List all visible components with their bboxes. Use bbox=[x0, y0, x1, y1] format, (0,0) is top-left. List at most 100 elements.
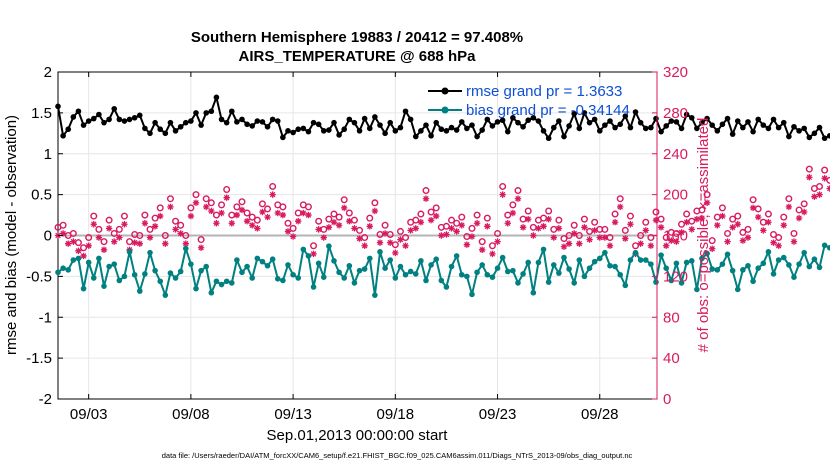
rmse-point bbox=[474, 133, 480, 140]
x-tick-label: 09/18 bbox=[377, 406, 415, 423]
legend-bias-marker bbox=[441, 106, 449, 114]
rmse-point bbox=[489, 123, 496, 129]
rmse-point bbox=[428, 132, 434, 139]
obs-assimilated-marker bbox=[366, 223, 373, 230]
obs-possible-marker bbox=[177, 221, 185, 229]
bias-point bbox=[310, 284, 317, 290]
rmse-point bbox=[612, 124, 618, 131]
rmse-point bbox=[218, 116, 225, 123]
obs-possible-marker bbox=[601, 225, 609, 233]
bias-point bbox=[786, 262, 792, 268]
obs-possible-marker bbox=[422, 187, 430, 195]
obs-assimilated-marker bbox=[708, 245, 716, 252]
obs-possible-marker bbox=[146, 225, 154, 233]
obs-possible-marker bbox=[611, 210, 619, 218]
obs-possible-marker bbox=[647, 234, 655, 242]
bias-point bbox=[147, 249, 153, 256]
rmse-point bbox=[648, 124, 654, 131]
obs-assimilated-marker bbox=[627, 221, 634, 228]
obs-assimilated-marker bbox=[785, 203, 793, 211]
bias-point bbox=[780, 254, 787, 261]
rmse-point bbox=[249, 123, 256, 129]
y-axis-label-right: # of obs: o=possible; ×=assimilated bbox=[695, 118, 712, 353]
obs-assimilated-marker bbox=[555, 225, 563, 232]
rmse-point bbox=[244, 121, 250, 128]
obs-assimilated-marker bbox=[376, 239, 384, 246]
bias-point bbox=[653, 279, 659, 285]
rmse-point bbox=[688, 114, 695, 121]
bias-point bbox=[494, 265, 501, 272]
obs-assimilated-marker bbox=[100, 246, 108, 254]
obs-possible-marker bbox=[330, 210, 338, 218]
obs-assimilated-marker bbox=[310, 250, 317, 258]
bias-point bbox=[182, 245, 189, 252]
bias-point bbox=[750, 278, 756, 285]
bias-point bbox=[801, 249, 807, 256]
bias-point bbox=[489, 274, 496, 280]
obs-possible-marker bbox=[448, 216, 456, 224]
obs-possible-marker bbox=[376, 230, 384, 238]
bias-point bbox=[433, 256, 440, 263]
obs-assimilated-marker bbox=[315, 226, 322, 233]
rmse-point bbox=[336, 132, 342, 138]
obs-possible-marker bbox=[304, 203, 312, 211]
obs-assimilated-marker bbox=[141, 220, 149, 227]
bias-point bbox=[172, 275, 179, 281]
obs-possible-marker bbox=[749, 196, 757, 204]
bias-point bbox=[729, 267, 736, 274]
bias-point bbox=[101, 283, 107, 289]
rmse-point bbox=[412, 133, 419, 140]
rmse-point bbox=[387, 119, 394, 126]
rmse-point bbox=[372, 114, 378, 120]
obs-possible-marker bbox=[166, 195, 174, 203]
bias-point bbox=[791, 274, 797, 280]
obs-assimilated-marker bbox=[392, 249, 399, 257]
obs-possible-marker bbox=[816, 182, 824, 190]
bias-point bbox=[106, 263, 112, 270]
obs-possible-marker bbox=[243, 209, 251, 217]
bias-point bbox=[806, 263, 813, 270]
obs-assimilated-marker bbox=[284, 228, 292, 235]
rmse-point bbox=[188, 118, 194, 124]
bias-point bbox=[602, 249, 608, 256]
bias-point bbox=[326, 243, 332, 249]
obs-assimilated-marker bbox=[65, 240, 72, 247]
obs-possible-marker bbox=[560, 235, 568, 243]
obs-possible-marker bbox=[95, 225, 103, 233]
obs-possible-marker bbox=[366, 214, 374, 222]
obs-possible-marker bbox=[207, 199, 215, 207]
rmse-point bbox=[504, 128, 511, 135]
obs-assimilated-marker bbox=[223, 194, 230, 201]
obs-assimilated-marker bbox=[427, 216, 435, 224]
bias-point bbox=[545, 279, 552, 285]
obs-assimilated-marker bbox=[622, 235, 629, 242]
rmse-point bbox=[765, 125, 772, 132]
obs-assimilated-marker bbox=[606, 242, 614, 249]
bias-point bbox=[70, 257, 77, 263]
bias-point bbox=[254, 255, 261, 262]
obs-possible-marker bbox=[345, 209, 353, 217]
obs-assimilated-marker bbox=[151, 223, 159, 230]
obs-possible-marker bbox=[494, 229, 502, 237]
bias-point bbox=[377, 249, 383, 255]
rmse-point bbox=[745, 119, 751, 125]
rmse-point bbox=[407, 116, 414, 123]
rmse-point bbox=[90, 115, 97, 122]
rmse-point bbox=[786, 133, 792, 140]
obs-possible-marker bbox=[69, 229, 77, 237]
obs-possible-marker bbox=[550, 225, 558, 233]
bias-point bbox=[336, 269, 342, 276]
obs-possible-marker bbox=[540, 214, 548, 222]
obs-possible-marker bbox=[713, 213, 721, 221]
bias-point bbox=[305, 253, 312, 259]
rmse-point bbox=[806, 134, 813, 141]
bias-point bbox=[591, 258, 598, 265]
rmse-point bbox=[545, 135, 552, 142]
bias-point bbox=[320, 274, 327, 280]
y-right-tick-label: 120 bbox=[663, 268, 688, 285]
bias-point bbox=[688, 258, 695, 264]
obs-possible-marker bbox=[381, 221, 389, 229]
y-left-tick-label: 1.5 bbox=[31, 105, 52, 122]
bias-point bbox=[392, 275, 399, 281]
rmse-line bbox=[57, 96, 830, 140]
